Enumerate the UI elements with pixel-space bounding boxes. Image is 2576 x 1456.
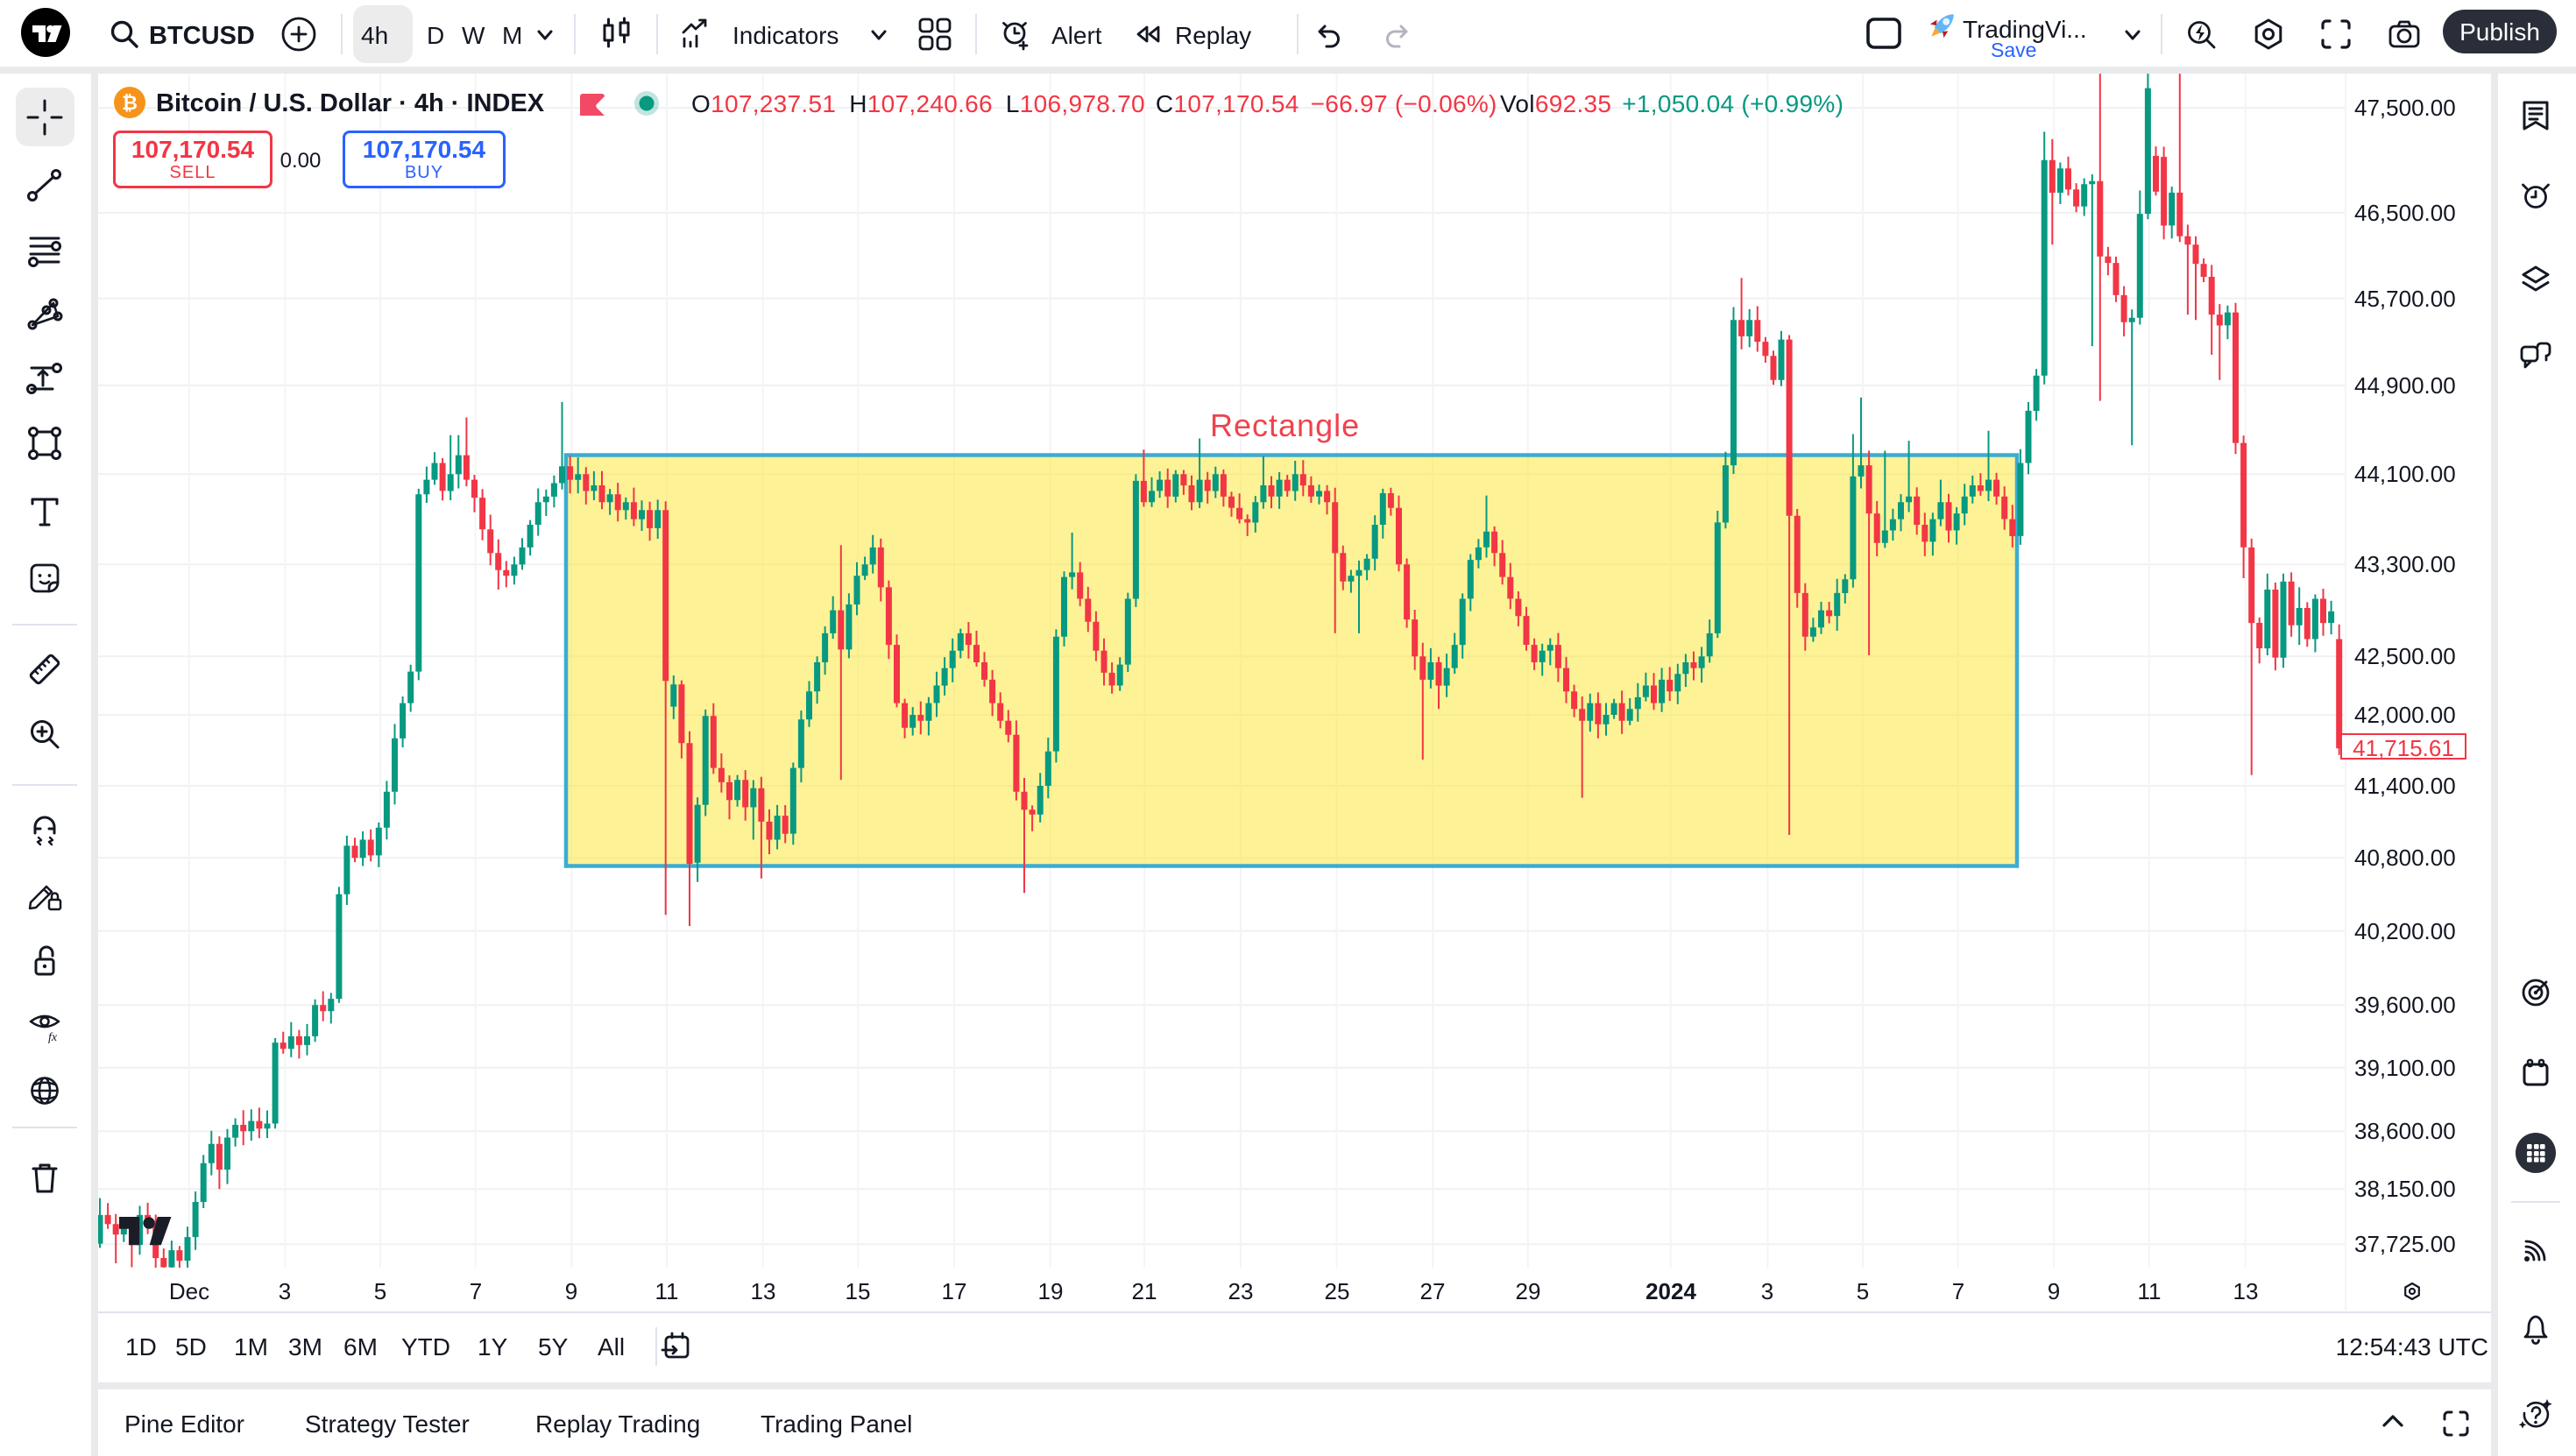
- svg-text:Rectangle: Rectangle: [1210, 407, 1360, 443]
- svg-text:₿: ₿: [122, 92, 138, 114]
- svg-text:fx: fx: [48, 1031, 58, 1044]
